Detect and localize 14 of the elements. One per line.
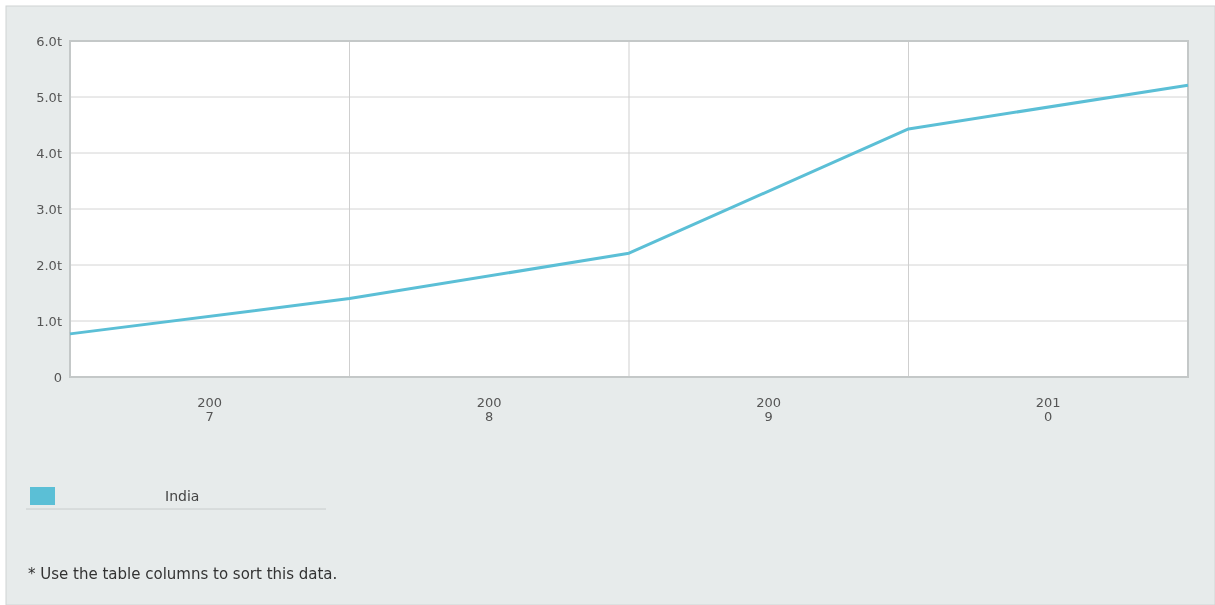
y-tick-label: 0 [53, 369, 62, 385]
line-series [68, 83, 1190, 336]
y-tick-label: 4.0t [36, 145, 62, 161]
y-tick-label: 2.0t [36, 257, 62, 273]
y-tick-label: 5.0t [36, 89, 62, 105]
y-tick-label: 3.0t [36, 201, 62, 217]
x-tick-label: 2007 [197, 395, 223, 425]
y-tick-label: 6.0t [36, 33, 62, 49]
text: India [165, 488, 200, 504]
x-tick-label: 2010 [1035, 395, 1061, 425]
text: * Use the table columns to sort this data. [28, 565, 338, 583]
x-tick-label: 2009 [756, 395, 782, 425]
y-tick-label: 1.0t [36, 313, 62, 329]
x-tick-label: 2008 [476, 395, 502, 425]
